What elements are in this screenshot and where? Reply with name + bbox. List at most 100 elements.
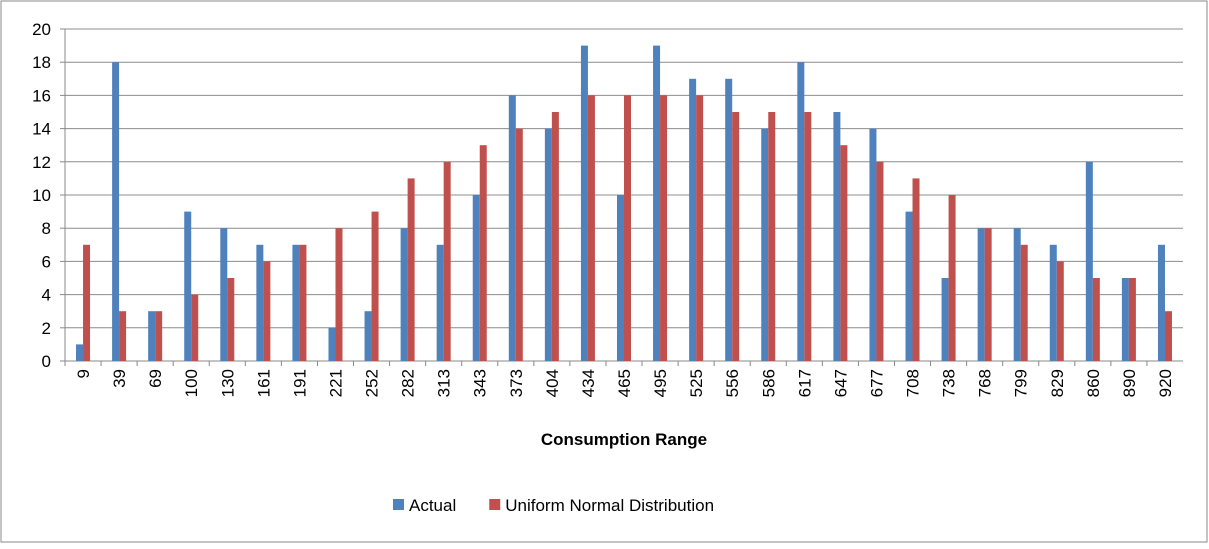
bar	[653, 45, 661, 361]
x-tick-label: 768	[976, 369, 995, 397]
bar	[1164, 311, 1172, 361]
bar	[227, 278, 235, 361]
x-tick-label: 404	[543, 369, 562, 397]
x-tick-label: 890	[1120, 369, 1139, 397]
x-tick-label: 920	[1156, 369, 1175, 397]
bar	[515, 128, 523, 361]
bar	[1128, 278, 1136, 361]
bar	[220, 228, 228, 361]
x-tick-label: 39	[110, 369, 129, 388]
x-tick-label: 677	[867, 369, 886, 397]
x-axis-title: Consumption Range	[541, 430, 707, 449]
bar	[508, 95, 516, 362]
bar	[617, 195, 624, 361]
x-tick-label: 130	[218, 369, 237, 397]
bar	[1013, 228, 1021, 361]
legend-swatch	[489, 499, 501, 510]
y-tick-label: 4	[42, 286, 51, 305]
bar	[155, 311, 163, 361]
x-tick-label: 465	[615, 369, 634, 397]
bar	[335, 228, 343, 361]
x-tick-label: 860	[1084, 369, 1103, 397]
bar	[544, 128, 552, 361]
y-tick-label: 18	[32, 53, 51, 72]
bar	[833, 112, 841, 361]
x-tick-label: 100	[182, 369, 201, 397]
y-tick-label: 10	[32, 186, 51, 205]
x-tick-label: 708	[904, 369, 923, 397]
bar	[371, 211, 379, 361]
x-tick-label: 69	[146, 369, 165, 388]
y-tick-label: 12	[32, 153, 51, 172]
bar	[299, 244, 307, 361]
bar	[443, 161, 451, 361]
bar	[407, 178, 415, 361]
bar	[364, 311, 372, 361]
x-tick-label: 525	[687, 369, 706, 397]
x-tick-label: 9	[74, 369, 93, 378]
y-tick-label: 8	[42, 219, 51, 238]
bar	[1056, 261, 1064, 361]
x-tick-label: 373	[507, 369, 526, 397]
x-tick-label: 282	[399, 369, 418, 397]
y-tick-label: 16	[32, 86, 51, 105]
bar	[479, 145, 487, 361]
bar	[256, 244, 264, 361]
bar	[984, 228, 992, 361]
x-tick-label: 252	[363, 369, 382, 397]
x-tick-label: 221	[326, 369, 345, 397]
bar	[689, 78, 697, 362]
x-tick-label: 495	[651, 369, 670, 397]
bar	[1020, 244, 1028, 361]
bar	[263, 261, 271, 361]
x-tick-label: 799	[1012, 369, 1031, 397]
bar	[148, 311, 156, 361]
bar	[797, 62, 805, 361]
bar	[840, 145, 848, 361]
bar	[1121, 278, 1129, 361]
bar	[191, 294, 199, 361]
y-tick-label: 20	[32, 20, 51, 39]
x-tick-label: 738	[940, 369, 959, 397]
bar	[977, 228, 985, 361]
bar	[732, 112, 740, 361]
bar	[948, 195, 956, 361]
bar	[551, 112, 559, 361]
x-tick-label: 617	[795, 369, 814, 397]
bar	[119, 311, 127, 361]
legend-swatch	[393, 499, 404, 510]
y-tick-label: 0	[42, 352, 51, 371]
bar	[472, 195, 480, 361]
bar	[869, 128, 877, 361]
bar	[1157, 244, 1165, 361]
bar	[941, 278, 949, 361]
bar	[184, 211, 192, 361]
bar	[725, 78, 733, 362]
bar	[587, 95, 595, 362]
x-tick-label: 556	[723, 369, 742, 397]
x-tick-label: 161	[254, 369, 273, 397]
bar	[328, 327, 336, 361]
bar	[83, 244, 91, 361]
x-tick-label: 191	[290, 369, 309, 397]
bar	[624, 95, 631, 362]
x-tick-label: 343	[471, 369, 490, 397]
x-tick-label: 586	[759, 369, 778, 397]
y-tick-label: 2	[42, 319, 51, 338]
bar	[761, 128, 769, 361]
bar	[436, 244, 444, 361]
x-tick-label: 434	[579, 369, 598, 397]
bar	[400, 228, 408, 361]
bar	[580, 45, 588, 361]
bar	[1092, 278, 1100, 361]
bar	[768, 112, 776, 361]
bar	[1085, 161, 1093, 361]
legend-label: Actual	[409, 496, 456, 515]
bar	[1049, 244, 1057, 361]
bar	[804, 112, 812, 361]
legend-label: Uniform Normal Distribution	[505, 496, 714, 515]
bar	[660, 95, 668, 362]
bar	[696, 95, 704, 362]
